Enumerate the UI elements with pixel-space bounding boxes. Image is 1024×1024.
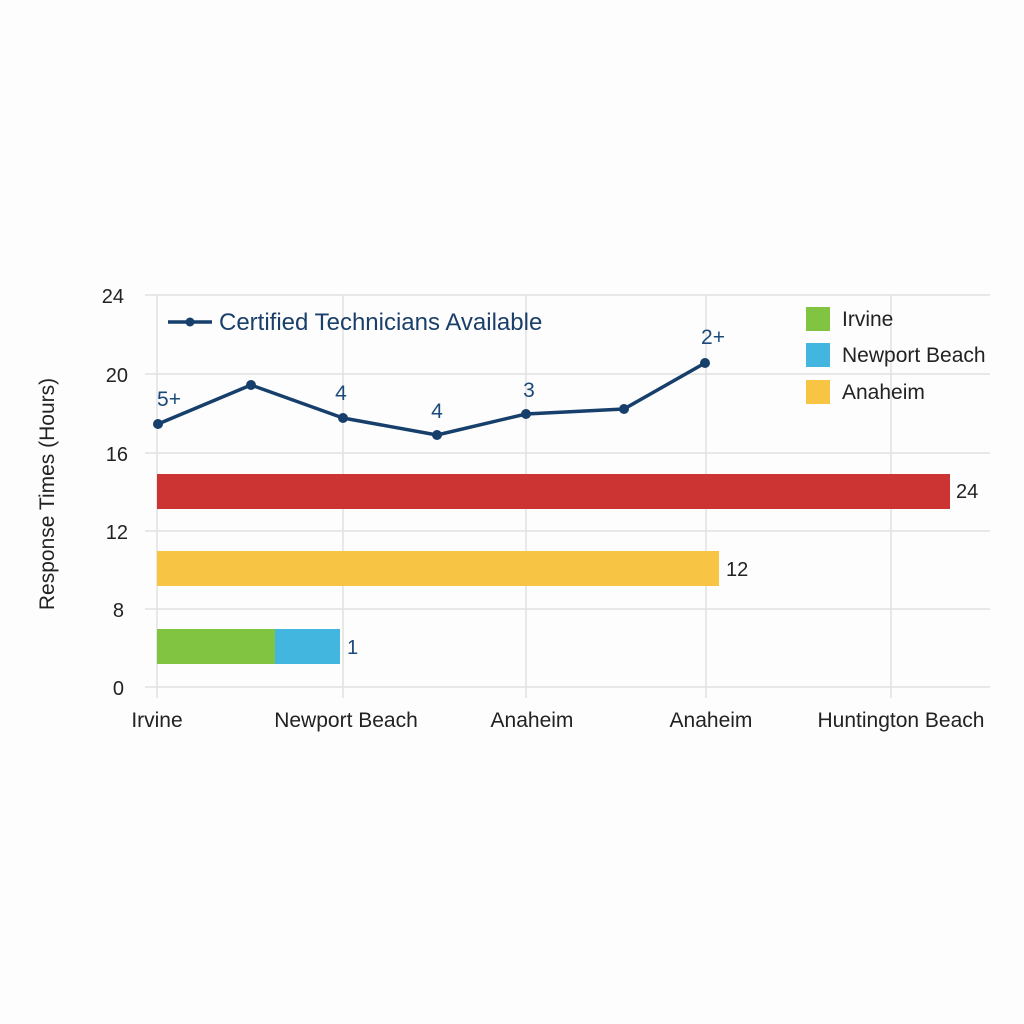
y-tick-24: 24 (102, 286, 124, 308)
bar-label-24: 24 (956, 481, 978, 503)
technicians-line-markers (153, 358, 710, 440)
bar-newport-segment (275, 629, 340, 664)
y-axis-label: Response Times (Hours) (36, 378, 59, 610)
y-tick-12: 12 (106, 522, 128, 544)
x-tick-irvine: Irvine (131, 709, 182, 732)
line-legend-label: Certified Technicians Available (219, 309, 542, 336)
legend-swatch-irvine (806, 307, 830, 331)
x-tick-huntington-beach: Huntington Beach (818, 709, 985, 732)
bar-label-1: 1 (347, 637, 358, 659)
x-tick-anaheim-2: Anaheim (670, 709, 753, 732)
point-label-3: 3 (523, 379, 535, 402)
legend-label-irvine: Irvine (842, 308, 893, 331)
bar-anaheim (157, 551, 719, 586)
x-tick-newport-beach: Newport Beach (274, 709, 418, 732)
point-label-5plus: 5+ (157, 388, 181, 411)
line-legend: Certified Technicians Available (168, 309, 542, 336)
legend-swatch-newport-beach (806, 343, 830, 367)
y-tick-16: 16 (106, 444, 128, 466)
point-label-4b: 4 (431, 400, 443, 423)
bar-legend: Irvine Newport Beach Anaheim (806, 307, 986, 404)
horizontal-gridlines (145, 294, 990, 688)
legend-swatch-anaheim (806, 380, 830, 404)
legend-label-newport-beach: Newport Beach (842, 344, 986, 367)
point-label-2plus: 2+ (701, 326, 725, 349)
line-legend-marker-icon (185, 317, 195, 327)
y-tick-0: 0 (113, 678, 124, 700)
bar-irvine-segment (157, 629, 275, 664)
y-tick-8: 8 (113, 600, 124, 622)
bar-label-12: 12 (726, 559, 748, 581)
y-tick-20: 20 (106, 365, 128, 387)
point-label-4a: 4 (335, 382, 347, 405)
legend-label-anaheim: Anaheim (842, 381, 925, 404)
bar-red (157, 474, 950, 509)
x-tick-anaheim-1: Anaheim (491, 709, 574, 732)
